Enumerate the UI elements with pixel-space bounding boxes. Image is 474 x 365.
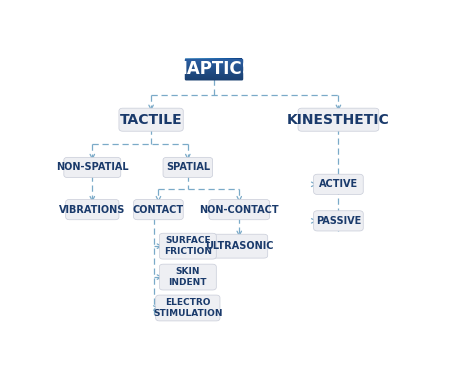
Text: KINESTHETIC: KINESTHETIC (287, 113, 390, 127)
FancyBboxPatch shape (155, 295, 220, 321)
FancyBboxPatch shape (211, 234, 268, 258)
FancyBboxPatch shape (119, 108, 183, 131)
Text: SURFACE
FRICTION: SURFACE FRICTION (164, 236, 212, 256)
FancyBboxPatch shape (298, 108, 379, 131)
Text: NON-SPATIAL: NON-SPATIAL (56, 162, 128, 172)
Text: CONTACT: CONTACT (133, 205, 184, 215)
Text: VIBRATIONS: VIBRATIONS (59, 205, 126, 215)
FancyBboxPatch shape (314, 174, 363, 195)
FancyBboxPatch shape (134, 200, 183, 220)
Text: HAPTICS: HAPTICS (173, 60, 254, 78)
Text: ACTIVE: ACTIVE (319, 179, 358, 189)
Text: SKIN
INDENT: SKIN INDENT (169, 267, 207, 287)
FancyBboxPatch shape (64, 157, 121, 178)
FancyBboxPatch shape (66, 200, 119, 220)
FancyBboxPatch shape (159, 233, 216, 259)
Text: ELECTRO
STIMULATION: ELECTRO STIMULATION (153, 298, 223, 318)
FancyBboxPatch shape (209, 200, 270, 220)
FancyBboxPatch shape (159, 264, 216, 290)
Text: ULTRASONIC: ULTRASONIC (205, 241, 273, 251)
Text: SPATIAL: SPATIAL (166, 162, 210, 172)
FancyBboxPatch shape (163, 157, 213, 178)
Text: TACTILE: TACTILE (120, 113, 182, 127)
Text: PASSIVE: PASSIVE (316, 216, 361, 226)
Text: NON-CONTACT: NON-CONTACT (200, 205, 279, 215)
FancyBboxPatch shape (314, 211, 363, 231)
